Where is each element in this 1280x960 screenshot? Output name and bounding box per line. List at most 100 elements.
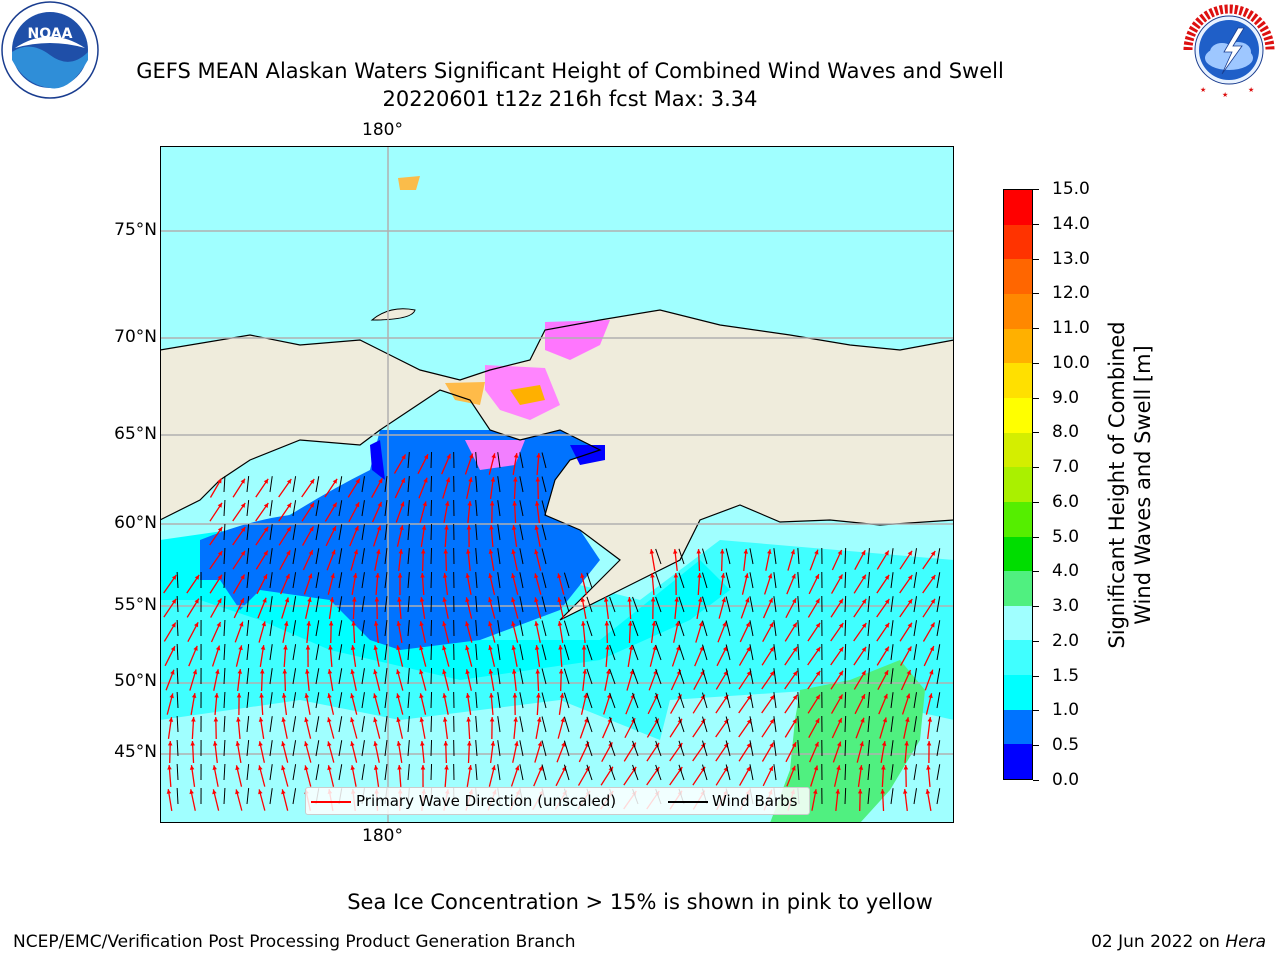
wave-arrow-head xyxy=(376,549,381,555)
wave-direction-legend-swatch xyxy=(311,801,351,803)
wave-arrow-head xyxy=(168,717,174,722)
wave-arrow-head xyxy=(930,550,936,556)
wind-barb xyxy=(246,476,250,493)
wind-barb xyxy=(844,595,847,613)
wave-arrow-head xyxy=(419,645,424,651)
wave-arrow-head xyxy=(212,765,217,771)
wave-arrow-head xyxy=(330,573,335,579)
wind-barb xyxy=(609,668,616,685)
wave-arrow-head xyxy=(217,550,223,556)
wave-arrow-head xyxy=(376,525,382,531)
wave-arrow-head xyxy=(305,669,310,674)
wind-barb xyxy=(678,620,685,637)
wind-barb xyxy=(315,500,320,517)
colorbar-tick xyxy=(1033,432,1039,433)
wind-barb xyxy=(430,523,433,541)
wave-arrow-head xyxy=(927,717,933,722)
wind-barb xyxy=(475,524,478,541)
wave-arrow-head xyxy=(813,789,818,795)
sea-ice-note: Sea Ice Concentration > 15% is shown in … xyxy=(347,890,933,914)
wind-barb xyxy=(541,620,547,637)
wind-barb xyxy=(541,764,547,781)
wind-barb xyxy=(315,692,320,709)
colorbar-tick xyxy=(1033,398,1039,399)
wave-arrow-head xyxy=(442,597,447,603)
wind-barb xyxy=(541,452,547,469)
wave-arrow-head xyxy=(212,789,217,795)
wave-arrow-head xyxy=(746,646,751,652)
wave-arrow-head xyxy=(260,645,266,650)
wind-barb xyxy=(563,716,570,733)
wind-barb xyxy=(407,500,410,517)
wind-barb xyxy=(223,763,226,781)
wave-arrow-head xyxy=(606,669,611,675)
wind-barb xyxy=(430,475,433,493)
wind-barb xyxy=(519,596,524,613)
wind-barb xyxy=(384,596,388,613)
wind-barb xyxy=(269,596,273,613)
wave-arrow-head xyxy=(721,597,726,603)
wind-barb xyxy=(936,644,941,661)
wave-arrow-head xyxy=(465,669,470,675)
wind-barb xyxy=(773,620,777,637)
wave-arrow-head xyxy=(558,645,563,650)
wind-barb xyxy=(519,500,524,517)
wave-arrow-head xyxy=(490,741,496,746)
chart-title: GEFS MEAN Alaskan Waters Significant Hei… xyxy=(136,59,1004,83)
wind-barb xyxy=(797,740,800,757)
wave-arrow-head xyxy=(557,597,562,603)
wave-arrow-head xyxy=(792,718,797,724)
wind-barb xyxy=(913,740,918,757)
wave-arrow-head xyxy=(513,717,518,722)
wind-barb xyxy=(844,763,847,781)
wave-arrow-head xyxy=(926,741,932,746)
colorbar-segment xyxy=(1004,294,1032,329)
wave-arrow-head xyxy=(557,621,563,626)
wave-arrow-head xyxy=(373,693,378,699)
wind-barb xyxy=(655,548,662,565)
wave-arrow-head xyxy=(769,646,774,652)
wind-barb xyxy=(563,764,570,781)
wave-arrow-head xyxy=(860,717,865,723)
wind-barb xyxy=(497,452,501,469)
wave-arrow-head xyxy=(746,718,752,724)
lat-label: 45°N xyxy=(114,742,157,762)
wave-arrow-head xyxy=(511,573,516,579)
wind-barb xyxy=(702,572,708,589)
wave-arrow-head xyxy=(304,717,309,723)
wave-arrow-head xyxy=(603,597,609,602)
wind-barb xyxy=(867,596,870,613)
landmass xyxy=(160,310,954,620)
wind-barb xyxy=(541,476,547,493)
colorbar-tick-label: 7.0 xyxy=(1052,457,1080,477)
wave-arrow-head xyxy=(490,477,496,482)
wind-barb xyxy=(541,524,547,541)
wave-arrow-head xyxy=(350,669,355,675)
wind-barb xyxy=(292,668,297,685)
wave-arrow-head xyxy=(193,645,198,651)
wave-arrow-head xyxy=(282,669,288,674)
wind-barb xyxy=(609,692,616,709)
wave-arrow-head xyxy=(235,765,240,771)
wind-barb xyxy=(223,643,226,661)
wind-barb xyxy=(655,668,662,685)
wind-barb xyxy=(632,716,639,733)
map-frame xyxy=(160,146,954,823)
colorbar-tick xyxy=(1033,189,1039,190)
wind-barb xyxy=(292,524,297,541)
wave-arrow-head xyxy=(419,717,425,722)
wind-barb xyxy=(430,619,433,637)
wind-barb-legend-swatch xyxy=(668,801,708,803)
wave-arrow-head xyxy=(281,693,287,698)
wind-barb xyxy=(407,668,410,685)
wind-barb xyxy=(702,716,708,733)
wave-arrow-head xyxy=(166,789,172,794)
wind-barb xyxy=(890,668,894,685)
colorbar-tick-label: 10.0 xyxy=(1052,353,1090,373)
wind-barb xyxy=(913,644,918,661)
colorbar-segment xyxy=(1004,501,1032,537)
wave-arrow-head xyxy=(169,693,174,699)
wave-arrow-head xyxy=(858,765,864,770)
wind-barb xyxy=(773,668,777,685)
wind-barb xyxy=(475,644,478,661)
